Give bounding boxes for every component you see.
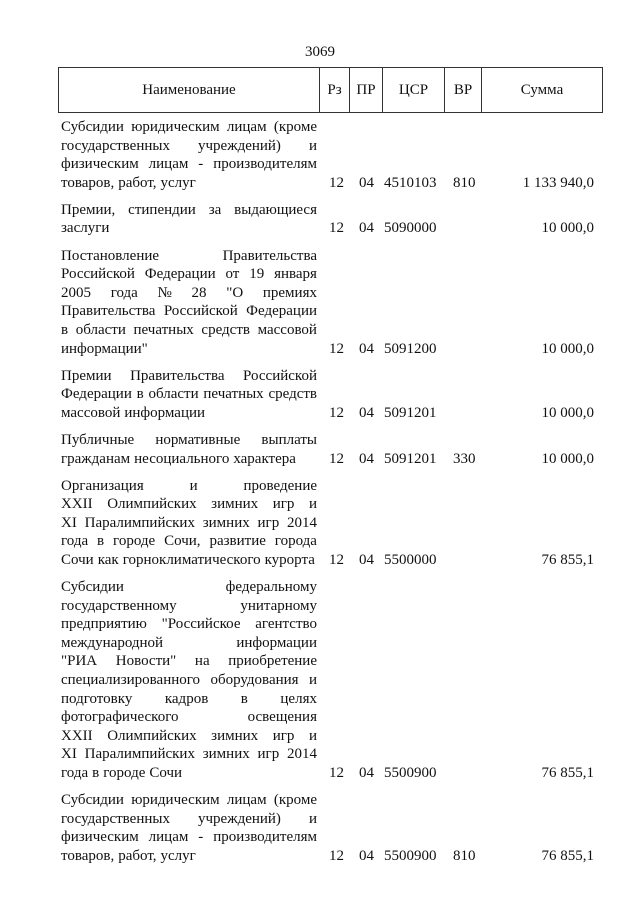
cell-rz: 12: [329, 450, 344, 467]
name-line: государственному унитарному: [61, 597, 317, 614]
cell-pr: 04: [359, 174, 374, 191]
name-line: специализированного оборудования и: [61, 672, 317, 689]
row-name: Публичные нормативные выплаты гражданам несо…: [61, 431, 317, 468]
name-line: подготовку кадров в целях: [61, 690, 317, 707]
cell-sum: 76 855,1: [541, 765, 595, 781]
cell-pr: 04: [359, 847, 374, 864]
cell-csr: 4510103: [384, 174, 437, 191]
cell-rz: 12: [329, 404, 344, 421]
table-row: Премии, стипендии за выдающиеся заслуги 12 04 5…: [61, 201, 606, 238]
name-line: товаров, работ, услуг: [61, 174, 196, 191]
name-line: Организация и проведение: [61, 477, 317, 494]
name-line: 2005 года № 28 "О премиях: [61, 284, 317, 301]
cell-rz: 12: [329, 765, 344, 781]
cell-rz: 12: [329, 220, 344, 237]
header-vr: ВР: [444, 68, 481, 112]
header-name: Наименование: [142, 81, 236, 98]
cell-csr: 5090000: [384, 220, 437, 237]
table-body: Субсидии юридическим лицам (кроме государств…: [61, 118, 606, 874]
table-row: Организация и проведение XXII Олимпийских зим…: [61, 477, 606, 570]
header-pr: ПР: [349, 68, 382, 112]
cell-vr: 330: [453, 450, 476, 467]
table-header: Наименование Рз ПР ЦСР ВР Сумма: [58, 67, 603, 113]
name-line: в области печатных средств массовой: [61, 321, 317, 338]
cell-csr: 5500900: [384, 765, 437, 781]
table-row: Субсидии федеральному государственному унит…: [61, 578, 606, 783]
cell-csr: 5500900: [384, 847, 437, 864]
table-row: Субсидии юридическим лицам (кроме государств…: [61, 791, 606, 865]
name-line: Постановление Правительства: [61, 247, 317, 264]
cell-pr: 04: [359, 551, 374, 568]
name-line: государственных учреждений) и: [61, 810, 317, 827]
name-line: XXII Олимпийских зимних игр и: [61, 727, 317, 744]
cell-vr: 810: [453, 174, 476, 191]
header-csr: ЦСР: [382, 68, 444, 112]
row-name: Субсидии юридическим лицам (кроме государств…: [61, 118, 317, 192]
name-line: Правительства Российской Федерации: [61, 303, 317, 320]
cell-pr: 04: [359, 404, 374, 421]
cell-csr: 5091200: [384, 340, 437, 357]
name-line: массовой информации: [61, 404, 206, 421]
header-rz: Рз: [319, 68, 349, 112]
table-row: Субсидии юридическим лицам (кроме государств…: [61, 118, 606, 192]
name-line: Публичные нормативные выплаты: [61, 431, 317, 448]
cell-csr: 5500000: [384, 551, 437, 568]
name-line: года в городе Сочи: [61, 765, 183, 781]
name-line: информации": [61, 340, 148, 357]
name-line: Российской Федерации от 19 января: [61, 266, 317, 283]
row-name: Субсидии федеральному государственному унит…: [61, 578, 317, 783]
cell-csr: 5091201: [384, 404, 437, 421]
name-line: международной информации: [61, 634, 317, 651]
name-line: предприятию "Российское агентство: [61, 616, 317, 633]
table-row: Премии Правительства Российской Федерации в о…: [61, 367, 606, 423]
name-line: гражданам несоциального характера: [61, 450, 296, 467]
cell-pr: 04: [359, 765, 374, 781]
row-name: Постановление Правительства Российской Феде…: [61, 247, 317, 359]
cell-rz: 12: [329, 847, 344, 864]
cell-rz: 12: [329, 340, 344, 357]
cell-sum: 76 855,1: [541, 847, 595, 864]
name-line: Субсидии юридическим лицам (кроме: [61, 792, 317, 809]
name-line: "РИА Новости" на приобретение: [61, 653, 317, 670]
name-line: физическим лицам - производителям: [61, 156, 317, 173]
table-row: Публичные нормативные выплаты гражданам несо…: [61, 431, 606, 468]
page-number: 3069: [305, 44, 335, 60]
cell-sum: 10 000,0: [541, 340, 595, 357]
name-line: заслуги: [61, 220, 110, 237]
name-line: Сочи как горноклиматического курорта: [61, 551, 315, 568]
cell-sum: 10 000,0: [541, 220, 595, 237]
cell-sum: 76 855,1: [541, 551, 595, 568]
name-line: Федерации в области печатных средств: [61, 386, 317, 403]
name-line: XI Паралимпийских зимних игр 2014: [61, 514, 317, 531]
cell-sum: 10 000,0: [541, 450, 595, 467]
name-line: Премии, стипендии за выдающиеся: [61, 201, 317, 218]
cell-sum: 10 000,0: [541, 404, 595, 421]
name-line: государственных учреждений) и: [61, 137, 317, 154]
row-name: Премии, стипендии за выдающиеся заслуги: [61, 201, 317, 238]
cell-rz: 12: [329, 551, 344, 568]
name-line: фотографического освещения: [61, 709, 317, 726]
row-name: Премии Правительства Российской Федерации в о…: [61, 367, 317, 423]
cell-vr: 810: [453, 847, 476, 864]
name-line: XXII Олимпийских зимних игр и: [61, 496, 317, 513]
cell-pr: 04: [359, 220, 374, 237]
name-line: года в городе Сочи, развитие города: [61, 533, 317, 550]
name-line: Субсидии юридическим лицам (кроме: [61, 119, 317, 135]
cell-pr: 04: [359, 340, 374, 357]
row-name: Организация и проведение XXII Олимпийских зим…: [61, 477, 317, 570]
header-sum: Сумма: [481, 68, 602, 112]
table-row: Постановление Правительства Российской Феде…: [61, 247, 606, 359]
name-line: Премии Правительства Российской: [61, 367, 317, 384]
name-line: товаров, работ, услуг: [61, 847, 196, 864]
name-line: физическим лицам - производителям: [61, 829, 317, 846]
name-line: XI Паралимпийских зимних игр 2014: [61, 746, 317, 763]
cell-csr: 5091201: [384, 450, 437, 467]
cell-sum: 1 133 940,0: [522, 174, 594, 191]
name-line: Субсидии федеральному: [61, 579, 317, 596]
cell-rz: 12: [329, 174, 344, 191]
row-name: Субсидии юридическим лицам (кроме государств…: [61, 791, 317, 865]
cell-pr: 04: [359, 450, 374, 467]
